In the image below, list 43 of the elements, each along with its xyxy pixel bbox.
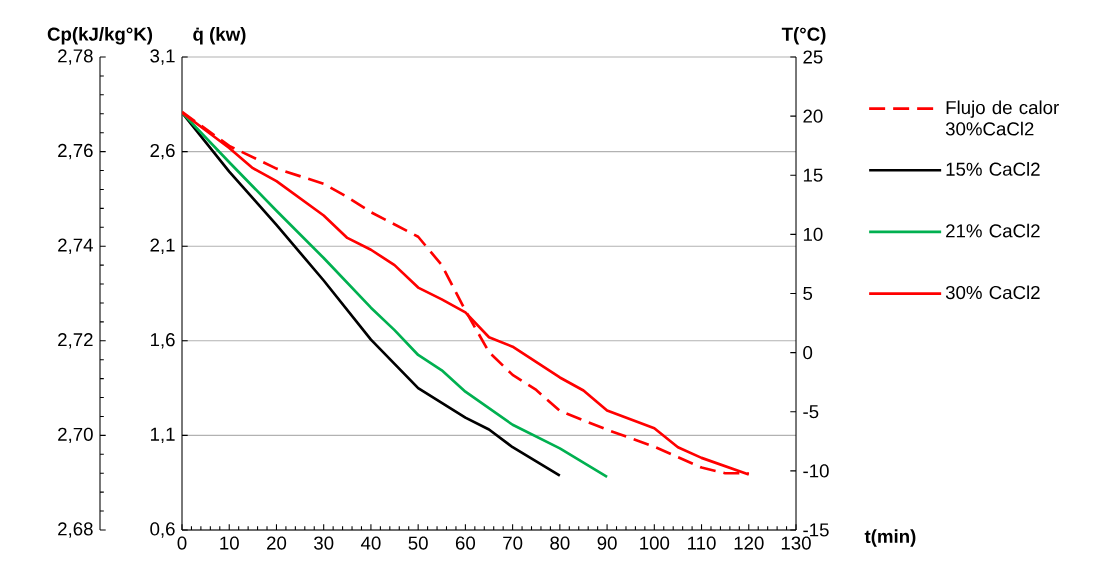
x-tick-label: 20 bbox=[267, 536, 287, 550]
x-tick-label: 60 bbox=[455, 536, 476, 550]
y3-tick-label: 2,70 bbox=[58, 427, 93, 444]
y3-axis-title: Cp(kJ/kg°K) bbox=[47, 27, 153, 45]
y-tick-label: 1,6 bbox=[150, 333, 175, 349]
x-tick-label: 100 bbox=[640, 536, 670, 550]
legend-label: 21% CaCl2 bbox=[946, 223, 1040, 238]
y-tick-label: 1,1 bbox=[150, 427, 175, 444]
x-tick-label: 110 bbox=[688, 536, 716, 550]
x-tick-label: 30 bbox=[314, 536, 334, 550]
y2-tick-label: -15 bbox=[803, 523, 829, 537]
y-tick-label: 0,6 bbox=[150, 522, 175, 538]
x-tick-label: 70 bbox=[503, 536, 523, 550]
y2-tick-label: 15 bbox=[803, 168, 823, 182]
x-tick-label: 80 bbox=[550, 536, 570, 550]
y3-tick-label: 2,76 bbox=[58, 143, 93, 160]
x-tick-label: 40 bbox=[360, 536, 381, 550]
x-tick-label: 130 bbox=[781, 536, 811, 550]
y2-tick-label: 5 bbox=[803, 286, 813, 301]
y-tick-label: 3,1 bbox=[150, 49, 175, 65]
y2-tick-label: 0 bbox=[803, 346, 813, 360]
y3-tick-label: 2,74 bbox=[58, 238, 93, 254]
y3-tick-label: 2,78 bbox=[58, 49, 93, 65]
y2-tick-label: 20 bbox=[803, 109, 823, 123]
y2-axis-title: T(°C) bbox=[781, 27, 826, 45]
x-axis-title: t(min) bbox=[864, 529, 916, 547]
y2-tick-label: -5 bbox=[803, 405, 819, 419]
y-axis-title: q̇ (kw) bbox=[193, 27, 246, 45]
x-tick-label: 120 bbox=[734, 536, 764, 550]
y2-tick-label: 10 bbox=[803, 227, 823, 241]
y-tick-label: 2,1 bbox=[150, 238, 175, 254]
x-tick-label: 0 bbox=[177, 536, 187, 550]
y2-tick-label: 25 bbox=[803, 50, 823, 64]
x-tick-label: 50 bbox=[408, 536, 428, 550]
legend-label: Flujo de calor 30%CaCl2 bbox=[945, 100, 1059, 136]
y3-tick-label: 2,72 bbox=[58, 333, 93, 349]
x-tick-label: 10 bbox=[220, 536, 239, 550]
legend-label: 30% CaCl2 bbox=[945, 285, 1040, 300]
y2-tick-label: -10 bbox=[803, 464, 829, 478]
legend-label: 15% CaCl2 bbox=[946, 162, 1040, 176]
x-tick-label: 90 bbox=[597, 536, 617, 550]
y3-tick-label: 2,68 bbox=[58, 522, 93, 538]
y-tick-label: 2,6 bbox=[150, 143, 175, 160]
